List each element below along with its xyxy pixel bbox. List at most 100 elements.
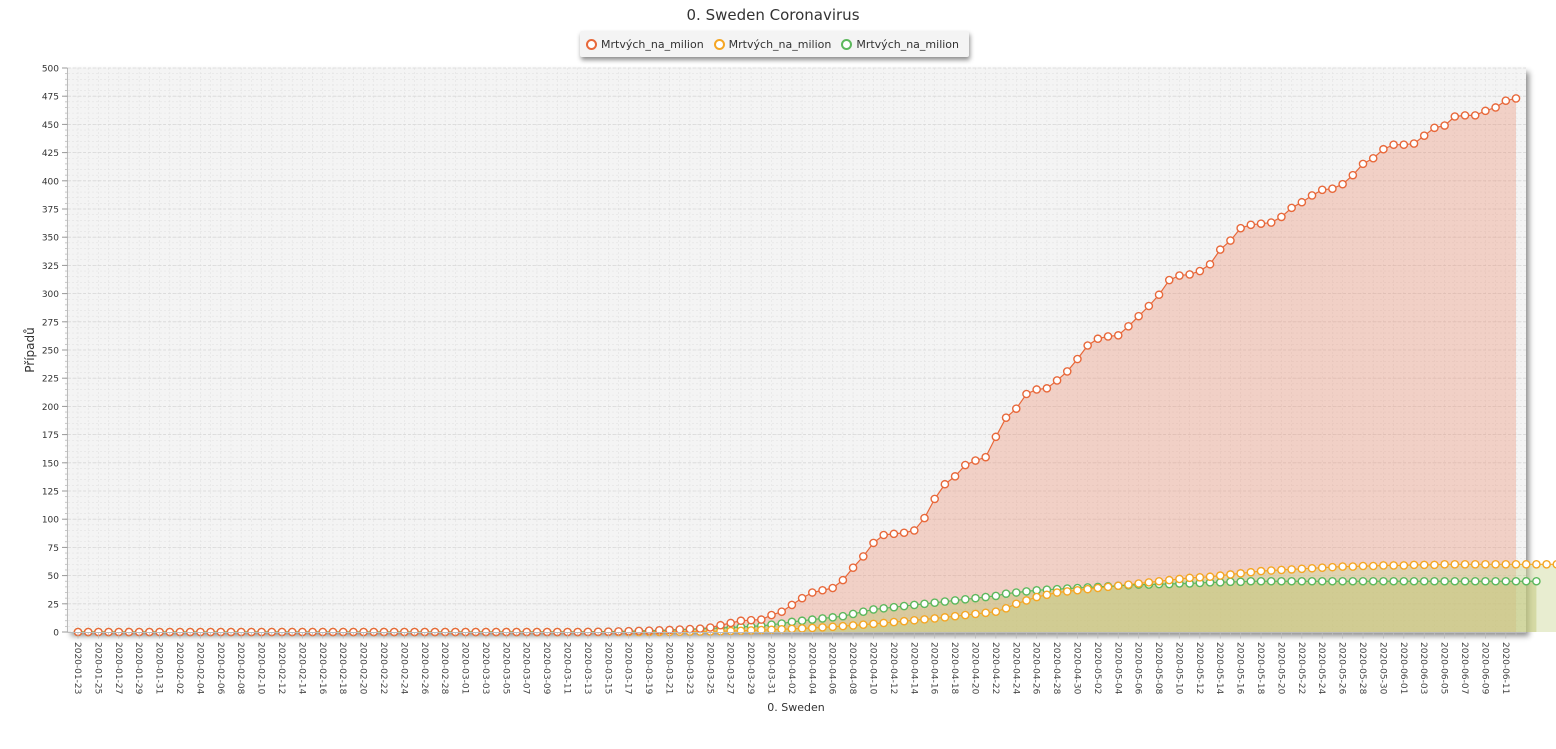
- series-1-point: [1011, 404, 1021, 413]
- x-tick-label: 2020-03-03: [480, 642, 490, 694]
- series-1-point: [1277, 212, 1286, 222]
- x-tick-label: 2020-03-11: [562, 642, 572, 694]
- x-tick-label: 2020-02-26: [419, 642, 429, 695]
- x-tick-label: 2020-04-28: [1051, 642, 1061, 695]
- x-tick-label: 2020-04-04: [806, 642, 816, 695]
- series-3-point: [858, 607, 868, 617]
- series-3-point: [1368, 576, 1378, 586]
- y-tick-label: 300: [42, 290, 59, 300]
- series-2-point: [818, 623, 827, 632]
- series-1-point: [757, 615, 766, 624]
- x-tick-label: 2020-04-26: [1031, 642, 1041, 695]
- x-tick-label: 2020-05-24: [1316, 642, 1326, 695]
- series-3-point: [787, 617, 797, 627]
- series-2-point: [1389, 561, 1398, 570]
- series-2-point: [1215, 571, 1225, 580]
- series-3-point: [879, 604, 888, 613]
- series-2-point: [1164, 575, 1174, 585]
- series-3-point: [1491, 576, 1500, 586]
- series-1-point: [1205, 259, 1215, 269]
- x-tick-label: 2020-03-29: [745, 642, 755, 695]
- series-2-point: [1103, 582, 1113, 592]
- series-2-point: [1113, 581, 1123, 591]
- series-1-point: [1460, 111, 1470, 120]
- series-1-point: [1389, 140, 1398, 149]
- series-1-point: [1379, 144, 1388, 154]
- x-tick-label: 2020-02-12: [276, 642, 286, 694]
- series-3-point: [1501, 576, 1511, 586]
- x-tick-label: 2020-03-27: [725, 642, 735, 694]
- y-tick-label: 225: [42, 375, 59, 385]
- series-1-point: [726, 618, 736, 628]
- series-1-point: [1266, 218, 1276, 227]
- legend-item-series-1[interactable]: Mrtvých_na_milion: [586, 38, 704, 51]
- series-2-point: [1083, 584, 1092, 594]
- x-tick-label: 2020-05-04: [1112, 642, 1122, 695]
- legend-label: Mrtvých_na_milion: [601, 37, 704, 51]
- series-3-point: [1430, 576, 1439, 586]
- x-tick-label: 2020-04-10: [867, 642, 877, 695]
- series-2-point: [1042, 590, 1052, 600]
- x-tick-label: 2020-05-10: [1173, 642, 1183, 695]
- series-1-point: [1154, 290, 1164, 300]
- legend-marker-icon: [586, 38, 597, 50]
- x-tick-label: 2020-02-18: [337, 642, 347, 695]
- x-tick-label: 2020-02-04: [194, 642, 204, 695]
- y-axis-title: Případů: [23, 327, 37, 373]
- x-tick-label: 2020-01-31: [154, 642, 164, 694]
- series-1-point: [1511, 94, 1521, 103]
- series-1-point: [706, 623, 715, 632]
- series-1-point: [981, 452, 990, 462]
- series-2-point: [777, 624, 787, 634]
- x-tick-label: 2020-01-25: [92, 642, 102, 694]
- series-2-point: [1154, 576, 1164, 586]
- series-2-point: [869, 619, 878, 629]
- series-1-point: [1481, 106, 1490, 116]
- series-1-point: [1175, 271, 1184, 280]
- x-tick-label: 2020-05-12: [1194, 642, 1204, 694]
- x-tick-label: 2020-03-01: [460, 642, 470, 694]
- series-1-point: [1164, 275, 1174, 285]
- series-1-point: [1368, 153, 1378, 163]
- series-2-point: [787, 624, 797, 634]
- legend-item-series-2[interactable]: Mrtvých_na_milion: [713, 38, 831, 51]
- x-tick-label: 2020-04-24: [1010, 642, 1020, 695]
- x-tick-label: 2020-03-17: [623, 642, 633, 694]
- series-1-point: [1246, 220, 1256, 230]
- series-3-point: [1470, 576, 1480, 586]
- series-3-point: [869, 605, 878, 614]
- y-tick-labels: 0 25 50 75 100 125 150 175 200 225 250 275 300 325 350…: [42, 65, 59, 639]
- y-tick-label: 25: [48, 600, 59, 610]
- series-2-point: [909, 615, 919, 625]
- series-2-point: [889, 617, 899, 627]
- series-1-point: [736, 616, 746, 626]
- y-tick-label: 450: [42, 121, 59, 131]
- x-tick-label: 2020-06-11: [1500, 642, 1510, 694]
- series-1-point: [1134, 311, 1143, 321]
- series-3-point: [981, 592, 990, 602]
- x-tick-label: 2020-05-30: [1377, 642, 1387, 695]
- y-tick-label: 150: [42, 459, 59, 469]
- series-1-point: [716, 620, 725, 630]
- series-2-point: [1205, 572, 1215, 582]
- series-1-point: [971, 456, 980, 465]
- series-3-point: [1266, 576, 1276, 586]
- series-2-point: [971, 609, 980, 619]
- series-1-point: [1236, 223, 1245, 233]
- series-3-point: [1226, 577, 1235, 587]
- legend-item-series-3[interactable]: Mrtvých_na_milion: [841, 38, 959, 51]
- x-tick-label: 2020-02-06: [215, 642, 225, 695]
- x-tick-label: 2020-03-25: [704, 642, 714, 694]
- y-tick-label: 325: [42, 262, 59, 272]
- x-tick-label: 2020-04-22: [990, 642, 1000, 694]
- series-1-point: [848, 563, 858, 573]
- series-1-point: [1348, 170, 1358, 180]
- series-1-point: [1093, 334, 1103, 344]
- series-2-point: [950, 611, 960, 621]
- series-2-point: [1532, 560, 1541, 569]
- series-2-point: [1195, 572, 1205, 582]
- series-1-point: [1409, 139, 1419, 148]
- series-1-point: [767, 610, 776, 620]
- series-1-point: [1073, 354, 1082, 364]
- series-3-point: [1419, 576, 1429, 586]
